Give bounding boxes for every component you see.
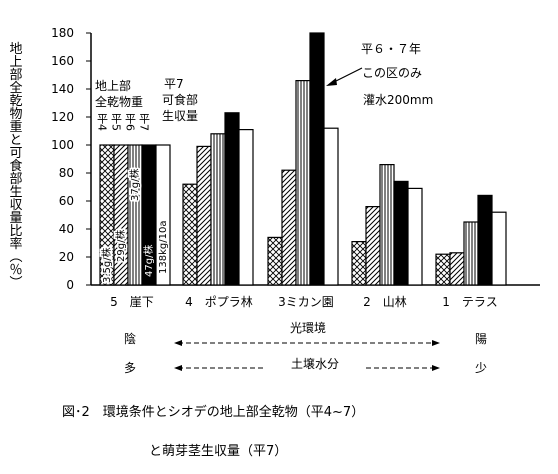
gradient-left-top: 陰 [124, 332, 136, 346]
caption-line2: と萌芽茎生収量（平7） [149, 444, 287, 459]
bar-2-5 [238, 129, 254, 286]
y-tick-label: 180 [51, 26, 74, 40]
bar-4-1 [351, 241, 367, 286]
legend-2-line3: 生収量 [162, 109, 198, 123]
bar-5-3 [463, 221, 479, 286]
gradient-center-bottom: 土壌水分 [291, 357, 339, 371]
bar-3-2 [281, 169, 297, 286]
legend-title-1a: 地上部 [95, 78, 131, 93]
legend-item-h4: 平4 [96, 113, 109, 131]
annotation-line2: この区のみ [362, 66, 422, 80]
light-gradient-arrow [174, 340, 440, 346]
category-label: 4 ポプラ林 [185, 295, 253, 309]
x-tick-labels: 5 崖下 4 ポプラ林 3ミカン園 2 山林 1 テラス [110, 295, 498, 309]
bar-value-label: 138kg/10a [158, 221, 169, 274]
y-tick-labels: 0 20 40 60 80 100 120 140 160 180 [51, 26, 91, 292]
bar-4-2 [365, 206, 381, 286]
legend-2-line1: 平7 [164, 77, 184, 91]
category-label: 3ミカン園 [278, 295, 334, 309]
legend-item-h5: 平5 [110, 113, 123, 131]
legend-item-h7: 平7 [138, 113, 151, 131]
bar-5-2 [449, 252, 465, 286]
y-tick-label: 140 [51, 82, 74, 96]
bar-value-label: 29g/株 [114, 230, 127, 262]
annotation-line3: 灌水200mm [363, 93, 433, 107]
y-tick-label: 0 [66, 278, 74, 292]
annotation-line1: 平６・７年 [361, 42, 421, 56]
legend-item-h6: 平6 [124, 113, 137, 131]
bar-2-3 [210, 133, 226, 286]
y-tick-label: 80 [59, 166, 74, 180]
y-tick-label: 40 [59, 222, 74, 236]
bar-value-label: 47g/株 [142, 245, 155, 277]
gradient-right-bottom: 少 [475, 361, 487, 375]
legend-title-1b: 全乾物重 [95, 94, 143, 109]
bar-1-5 [155, 144, 171, 286]
bar-value-label: 3.5g/株 [100, 247, 113, 283]
y-tick-label: 60 [59, 194, 74, 208]
y-tick-label: 20 [59, 250, 74, 264]
category-label: 5 崖下 [110, 295, 154, 309]
gradient-left-bottom: 多 [124, 361, 136, 375]
y-tick-label: 120 [51, 110, 74, 124]
bar-3-5 [323, 127, 339, 286]
bar-5-5 [491, 211, 507, 286]
bar-5-1 [435, 253, 451, 286]
bar-2-1 [182, 183, 198, 286]
y-tick-label: 100 [51, 138, 74, 152]
category-label: 2 山林 [363, 295, 407, 309]
y-axis-title: 地上部全乾物重と可食部生収量比率（％） [7, 42, 23, 289]
bar-3-1 [267, 236, 283, 286]
bar-1-2 [113, 144, 129, 286]
bar-3-4 [309, 32, 325, 286]
bar-4-4 [393, 180, 409, 286]
gradient-center-top: 光環境 [290, 320, 326, 335]
gradient-right-top: 陽 [475, 332, 487, 346]
annotation-arrow [326, 67, 363, 86]
y-tick-label: 160 [51, 54, 74, 68]
bar-value-label: 37g/株 [128, 169, 141, 201]
bar-3-3 [295, 79, 311, 286]
bar-2-2 [196, 145, 212, 286]
bar-2-4 [224, 112, 240, 286]
moisture-gradient-arrow [174, 365, 440, 371]
bar-5-4 [477, 194, 493, 286]
legend-2-line2: 可食部 [162, 92, 198, 107]
bar-4-5 [407, 187, 423, 286]
caption-line1: 図･2 環境条件とシオデの地上部全乾物（平4~7） [62, 404, 364, 420]
category-label: 1 テラス [442, 295, 497, 309]
bar-1-3 [127, 144, 143, 286]
bar-4-3 [379, 164, 395, 286]
